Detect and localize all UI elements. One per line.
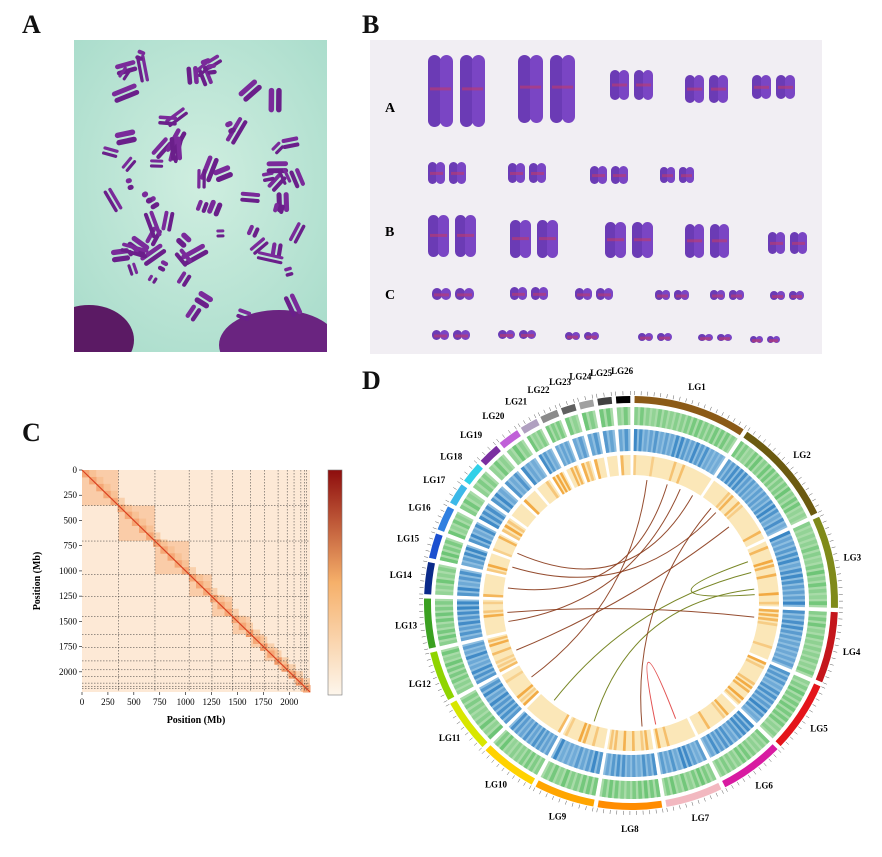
chromosome-pair xyxy=(508,163,546,183)
synteny-link xyxy=(647,662,676,724)
hic-heatmap-panel: 0 250 500 750 1000 1250 1500 1750 2000 0 250 500 750… xyxy=(30,440,360,740)
chromosome-pair xyxy=(498,330,536,339)
x-tick-label: 750 xyxy=(153,697,167,707)
x-tick-label: 1500 xyxy=(228,697,247,707)
chromosome-pair xyxy=(698,334,732,341)
linkage-group-label: LG25 xyxy=(590,368,613,378)
chromosome-pair xyxy=(770,291,804,300)
linkage-group-label: LG4 xyxy=(843,647,861,657)
linkage-group-label: LG12 xyxy=(409,679,432,689)
chromosome-pair xyxy=(685,224,729,258)
linkage-group-label: LG13 xyxy=(395,621,418,631)
y-tick-label: 2000 xyxy=(59,667,78,677)
linkage-group-label: LG19 xyxy=(460,430,483,440)
linkage-group-label: LG11 xyxy=(439,733,461,743)
chromosome-pair xyxy=(510,287,548,300)
y-axis-label: Position (Mb) xyxy=(32,552,43,611)
colorbar xyxy=(328,470,342,695)
chromosome-pair xyxy=(660,167,694,183)
y-tick-label: 250 xyxy=(64,490,78,500)
linkage-group-label: LG8 xyxy=(621,824,639,834)
chromosome-pair xyxy=(752,75,795,99)
circos-panel: LG1 LG2 LG3 LG4 LG5 LG6 LG7 LG8 LG9 LG10 LG11 LG12 L… xyxy=(360,360,882,852)
karyotype-row-label: A xyxy=(385,101,396,116)
synteny-link xyxy=(641,508,711,726)
linkage-group-label: LG5 xyxy=(810,723,828,733)
y-tick-label: 1000 xyxy=(59,566,78,576)
chromosome-pair xyxy=(610,70,653,100)
linkage-group-label: LG15 xyxy=(397,534,420,544)
chromosome-pair xyxy=(565,332,599,340)
chromosome-pair xyxy=(768,232,807,254)
chromosome-pair xyxy=(605,222,653,258)
karyotype-row-label: C xyxy=(385,288,395,303)
linkage-group-label: LG14 xyxy=(390,570,413,580)
synteny-link xyxy=(554,572,751,700)
y-tick-label: 1750 xyxy=(59,642,78,652)
x-tick-label: 0 xyxy=(80,697,85,707)
chromosome-pair xyxy=(428,215,476,257)
y-tick-label: 0 xyxy=(73,465,78,475)
hic-heatmap: 0 250 500 750 1000 1250 1500 1750 2000 0 250 500 750… xyxy=(30,440,360,740)
y-tick-label: 1500 xyxy=(59,616,78,626)
chromosome-pair xyxy=(685,75,728,103)
linkage-group-label: LG2 xyxy=(793,450,811,460)
chromosome-pair xyxy=(655,290,689,300)
x-tick-label: 250 xyxy=(101,697,115,707)
panel-b-label: B xyxy=(362,10,379,40)
x-tick-label: 2000 xyxy=(280,697,299,707)
circos-plot: LG1 LG2 LG3 LG4 LG5 LG6 LG7 LG8 LG9 LG10 LG11 LG12 L… xyxy=(360,360,882,852)
chromosome-pair xyxy=(638,333,672,341)
y-tick-label: 1250 xyxy=(59,591,78,601)
linkage-group-lg16: LG16 xyxy=(409,502,518,557)
panel-a-label: A xyxy=(22,10,41,40)
linkage-group-label: LG17 xyxy=(423,475,446,485)
y-tick-label: 500 xyxy=(64,515,78,525)
linkage-group-label: LG18 xyxy=(440,451,463,461)
metaphase-image xyxy=(74,40,327,352)
linkage-group-lg8: LG8 xyxy=(597,729,663,834)
chromosome-pair xyxy=(575,288,613,300)
linkage-group-label: LG24 xyxy=(569,372,592,382)
chromosome-pair xyxy=(518,55,575,123)
karyotype-chromosomes xyxy=(428,55,807,343)
chromosome-pair xyxy=(428,162,466,184)
chromosome-pair xyxy=(428,55,485,127)
linkage-group-label: LG16 xyxy=(409,502,432,512)
x-axis-label: Position (Mb) xyxy=(167,715,226,726)
karyotype-panel: A B C xyxy=(370,40,822,354)
linkage-group-label: LG1 xyxy=(688,382,706,392)
chromosome-pair xyxy=(432,330,470,340)
x-tick-label: 1000 xyxy=(177,697,196,707)
linkage-group-label: LG21 xyxy=(505,396,528,406)
synteny-link xyxy=(691,562,755,596)
linkage-group-label: LG3 xyxy=(844,552,862,562)
linkage-group-label: LG10 xyxy=(485,779,508,789)
chromosome-pair xyxy=(510,220,558,258)
y-tick-label: 750 xyxy=(64,541,78,551)
karyotype-row-label: B xyxy=(385,225,394,240)
chromosome-pair xyxy=(432,288,474,300)
x-tick-label: 500 xyxy=(127,697,141,707)
metaphase-micrograph xyxy=(74,40,327,352)
karyotype-image: A B C xyxy=(370,40,822,354)
synteny-link xyxy=(531,480,646,677)
chromosome-pair xyxy=(710,290,744,300)
linkage-group-label: LG6 xyxy=(755,781,773,791)
linkage-group-label: LG7 xyxy=(692,813,710,823)
linkage-group-label: LG22 xyxy=(528,385,551,395)
linkage-group-label: LG9 xyxy=(549,812,567,822)
linkage-group-label: LG23 xyxy=(549,377,572,387)
synteny-link xyxy=(512,513,716,578)
chromosome-pair xyxy=(590,166,628,184)
linkage-group-label: LG20 xyxy=(482,411,505,421)
chromosome-pair xyxy=(750,336,780,343)
x-tick-label: 1750 xyxy=(254,697,273,707)
linkage-group-label: LG26 xyxy=(611,366,634,376)
x-tick-label: 1250 xyxy=(203,697,222,707)
synteny-link xyxy=(507,609,754,617)
synteny-link xyxy=(516,527,729,650)
